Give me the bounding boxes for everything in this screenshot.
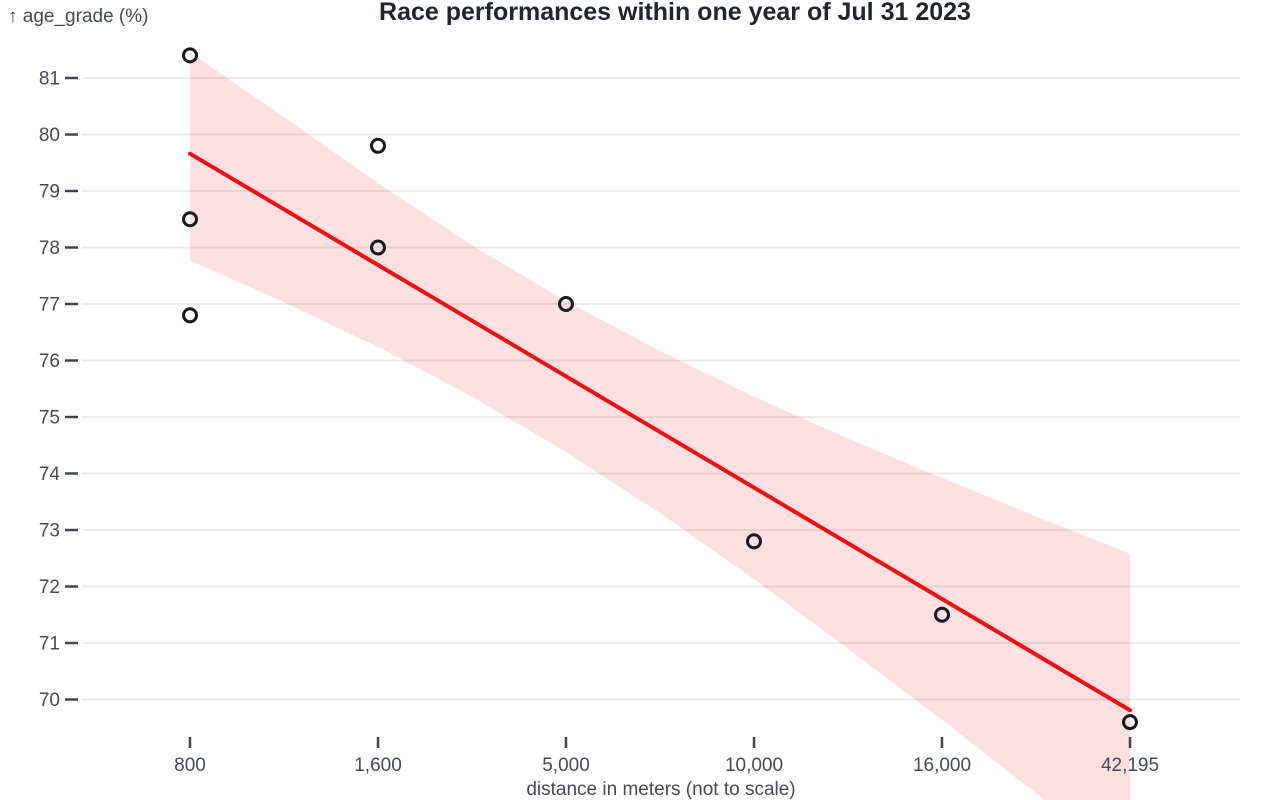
y-tick-label: 78 [39, 238, 60, 259]
x-tick-label: 5,000 [542, 755, 590, 776]
data-point [182, 307, 198, 324]
confidence-band [190, 52, 1130, 800]
y-tick-label: 80 [39, 125, 60, 146]
y-tick-label: 77 [39, 295, 60, 316]
data-point [1122, 714, 1138, 731]
data-point [182, 47, 198, 64]
x-axis-label: distance in meters (not to scale) [526, 779, 795, 800]
y-tick-label: 73 [39, 521, 60, 542]
grid-layer [82, 77, 1240, 701]
x-tick-label: 16,000 [913, 755, 971, 776]
data-point [558, 296, 574, 312]
y-tick-label: 79 [39, 182, 60, 203]
data-point [370, 239, 386, 256]
data-point [370, 137, 386, 154]
y-tick-label: 76 [39, 351, 60, 372]
data-point [182, 211, 198, 228]
trend-line-layer [188, 151, 1132, 713]
regression-line [188, 151, 1132, 713]
x-tick-label: 42,195 [1101, 755, 1159, 776]
x-tick-label: 1,600 [354, 755, 402, 776]
x-tick-label: 800 [174, 755, 206, 776]
y-tick-label: 74 [39, 464, 61, 485]
chart-title: Race performances within one year of Jul… [379, 0, 971, 26]
y-tick-label: 71 [39, 634, 60, 655]
y-tick-label: 70 [39, 690, 60, 711]
data-point [746, 533, 762, 550]
y-tick-label: 75 [39, 408, 60, 429]
data-point [934, 606, 950, 623]
data-points-layer [182, 47, 1138, 731]
y-tick-label: 81 [39, 69, 60, 90]
y-axis-label: ↑ age_grade (%) [8, 6, 148, 27]
axis-layer: 70 71 72 73 74 75 76 77 78 79 80 81 800 1,600 5,000 10,… [39, 69, 1159, 777]
x-tick-label: 10,000 [725, 755, 783, 776]
y-tick-label: 72 [39, 577, 60, 598]
confidence-band-layer [190, 52, 1130, 800]
